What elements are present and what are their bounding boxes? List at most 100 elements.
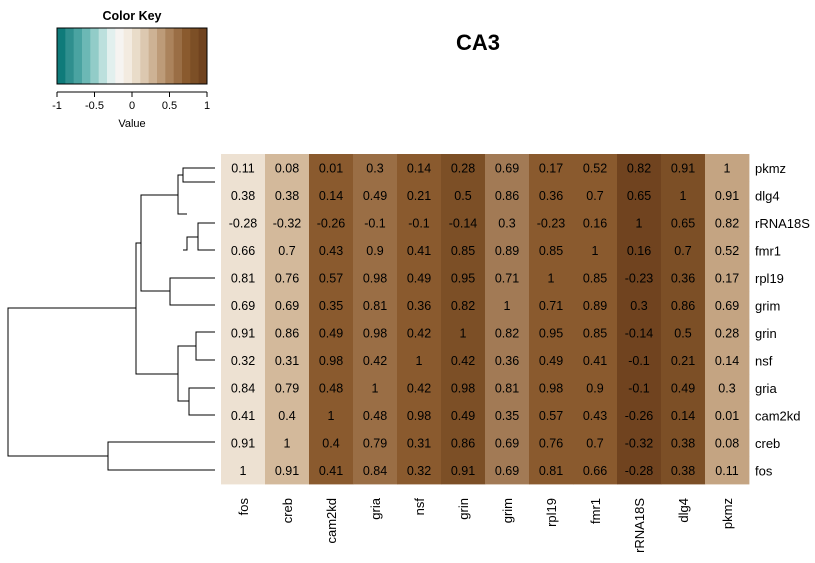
heatmap-cell (397, 291, 442, 320)
heatmap-cell (309, 209, 354, 237)
heatmap-cell (265, 429, 310, 457)
heatmap-cell (661, 264, 706, 292)
heatmap-cell (573, 346, 618, 375)
cell-value-label: 0.36 (539, 189, 563, 203)
cell-value-label: 0.36 (671, 271, 695, 285)
color-key-swatch (198, 28, 208, 84)
cell-value-label: 0.49 (407, 271, 431, 285)
cell-value-label: -0.23 (537, 216, 566, 230)
heatmap-cell (221, 346, 266, 375)
heatmap-cell (353, 456, 398, 485)
cell-value-label: 0.4 (278, 409, 295, 423)
cell-value-label: 0.91 (671, 161, 695, 175)
heatmap-cell (441, 181, 486, 210)
heatmap-cell (529, 291, 574, 320)
heatmap-cell (573, 209, 618, 237)
heatmap-cell (397, 181, 442, 210)
heatmap-cell (661, 374, 706, 402)
heatmap-cell (529, 346, 574, 375)
heatmap-cell (221, 456, 266, 485)
heatmap-cell (617, 291, 662, 320)
cell-value-label: 0.43 (583, 409, 607, 423)
cell-value-label: 0.9 (366, 244, 383, 258)
heatmap-cell (221, 154, 266, 182)
cell-value-label: 0.86 (451, 436, 475, 450)
cell-value-label: 0.79 (275, 381, 299, 395)
column-label: pkmz (720, 498, 735, 529)
cell-value-label: 0.41 (407, 244, 431, 258)
cell-value-label: -0.26 (317, 216, 346, 230)
cell-value-label: 0.42 (407, 381, 431, 395)
heatmap-cell (485, 401, 530, 430)
heatmap-cell (309, 374, 354, 402)
cell-value-label: 0.3 (630, 299, 647, 313)
cell-value-label: 0.98 (319, 354, 343, 368)
heatmap-cell (441, 429, 486, 457)
heatmap-cell (265, 291, 310, 320)
color-key-swatch (123, 28, 133, 84)
cell-value-label: -0.1 (628, 354, 650, 368)
heatmap-cell (705, 319, 750, 347)
heatmap-cell (529, 429, 574, 457)
cell-value-label: 0.08 (275, 161, 299, 175)
heatmap-cell (397, 401, 442, 430)
heatmap-cell (705, 429, 750, 457)
heatmap-cell (705, 346, 750, 375)
cell-value-label: 0.98 (363, 326, 387, 340)
cell-value-label: 0.17 (715, 271, 739, 285)
color-key-swatch (57, 28, 66, 84)
heatmap-cell (617, 209, 662, 237)
cell-value-label: 0.69 (495, 436, 519, 450)
cell-value-label: 1 (416, 354, 423, 368)
cell-value-label: 0.7 (278, 244, 295, 258)
color-key-gradient (57, 28, 208, 84)
row-label: gria (755, 381, 777, 396)
cell-value-label: 0.14 (715, 354, 739, 368)
dendrogram-branch (7, 307, 136, 457)
cell-value-label: 0.38 (671, 436, 695, 450)
heatmap-cell (529, 154, 574, 182)
row-dendrogram (7, 167, 215, 471)
heatmap-cell (705, 374, 750, 402)
heatmap-cell (705, 291, 750, 320)
heatmap-cell (485, 319, 530, 347)
cell-value-label: 0.7 (586, 436, 603, 450)
column-label: grin (456, 498, 471, 520)
cell-value-label: 0.69 (231, 299, 255, 313)
cell-value-label: 0.28 (451, 161, 475, 175)
column-label: rRNA18S (632, 498, 647, 553)
heatmap-cell (705, 456, 750, 485)
column-label: nsf (412, 498, 427, 516)
cell-value-label: 0.31 (275, 354, 299, 368)
heatmap-cell (221, 236, 266, 265)
cell-value-label: 1 (460, 326, 467, 340)
cell-value-label: 0.82 (715, 216, 739, 230)
heatmap-cell (529, 264, 574, 292)
row-label: pkmz (755, 161, 786, 176)
cell-value-label: 0.81 (363, 299, 387, 313)
heatmap-cell (573, 291, 618, 320)
heatmap-grid: 0.11 0.08 0.01 0.3 0.14 0.28 0.69 0.17 0.52 0.82 0… (221, 154, 750, 485)
heatmap-cell (485, 346, 530, 375)
heatmap-cell (661, 209, 706, 237)
heatmap-cell (485, 429, 530, 457)
cell-value-label: 0.41 (319, 464, 343, 478)
cell-value-label: 1 (504, 299, 511, 313)
cell-value-label: -0.14 (449, 216, 478, 230)
dendrogram-branch (188, 387, 215, 416)
cell-value-label: 0.65 (671, 216, 695, 230)
heatmap-cell (661, 154, 706, 182)
color-key-swatch (82, 28, 91, 84)
color-key-tick-label: 0.5 (162, 100, 177, 112)
heatmap-cell (397, 264, 442, 292)
color-key: Color Key -1 -0.5 0 0.5 1 Value (52, 9, 210, 130)
heatmap-cell (221, 319, 266, 347)
cell-value-label: 0.52 (715, 244, 739, 258)
column-label: creb (280, 498, 295, 523)
cell-value-label: 0.91 (451, 464, 475, 478)
cell-value-label: 0.98 (451, 381, 475, 395)
heatmap-cell (309, 236, 354, 265)
cell-value-label: 0.69 (715, 299, 739, 313)
heatmap-cell (265, 456, 310, 485)
